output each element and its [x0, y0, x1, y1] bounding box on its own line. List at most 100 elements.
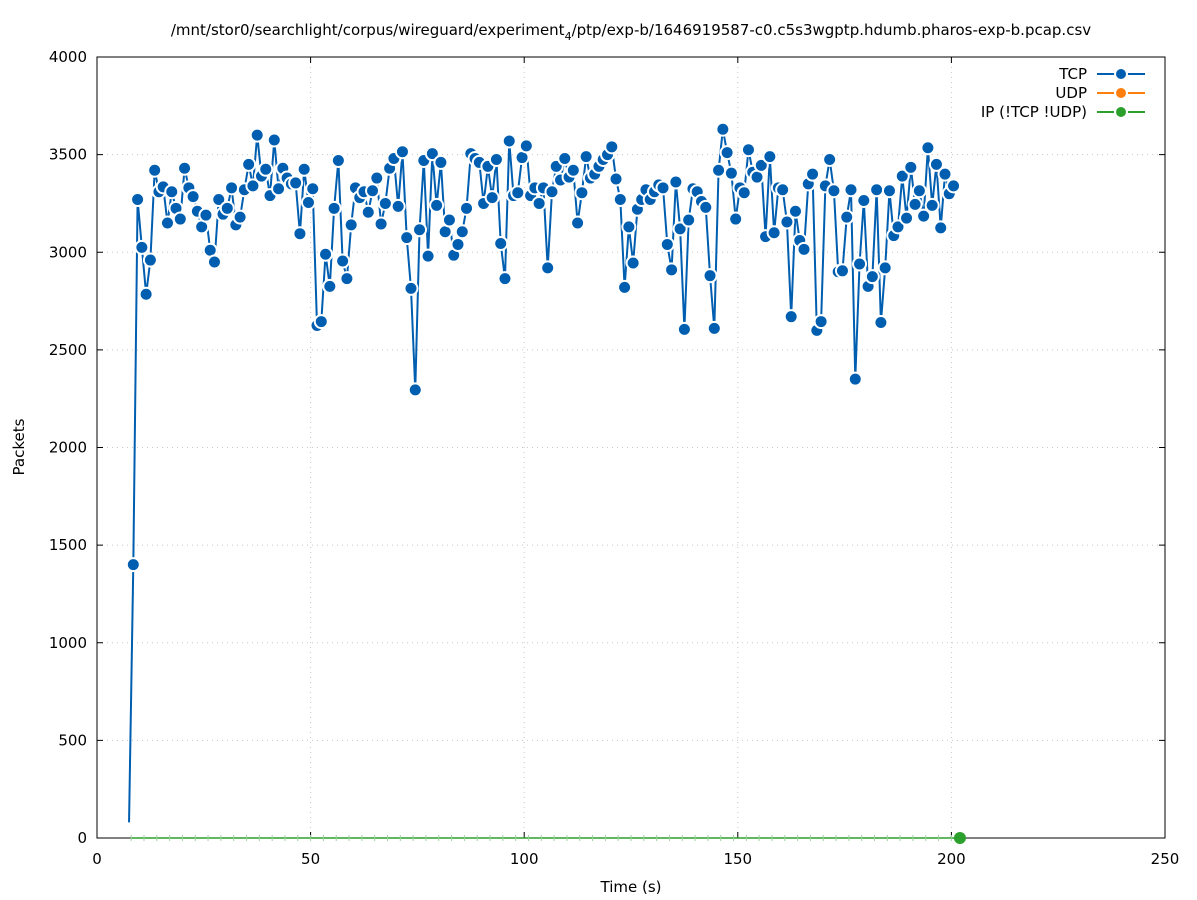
- tcp-data-point: [907, 196, 923, 212]
- tcp-data-point: [322, 278, 338, 294]
- tcp-data-point: [916, 208, 932, 224]
- tcp-data-point: [185, 189, 201, 205]
- tcp-data-point: [711, 162, 727, 178]
- tcp-data-point: [852, 256, 868, 272]
- tcp-data-point: [125, 557, 141, 573]
- tcp-data-point: [313, 314, 329, 330]
- tcp-data-point: [159, 215, 175, 231]
- tcp-data-point: [399, 230, 415, 246]
- tcp-data-point: [177, 160, 193, 176]
- tcp-data-point: [365, 183, 381, 199]
- tcp-data-point: [834, 263, 850, 279]
- tcp-data-point: [377, 195, 393, 211]
- tcp-data-point: [360, 204, 376, 220]
- y-tick-label: 2500: [49, 341, 87, 359]
- tcp-data-point: [928, 156, 944, 172]
- tcp-data-point: [783, 309, 799, 325]
- tcp-data-point: [911, 183, 927, 199]
- tcp-data-point: [881, 183, 897, 199]
- tcp-data-point: [723, 165, 739, 181]
- tcp-data-point: [946, 178, 962, 194]
- y-tick-label: 4000: [49, 48, 87, 66]
- tcp-data-point: [762, 149, 778, 165]
- tcp-data-point: [326, 200, 342, 216]
- tcp-data-point: [877, 260, 893, 276]
- tcp-data-point: [625, 255, 641, 271]
- tcp-data-point: [890, 219, 906, 235]
- ip-data-point: [953, 832, 966, 844]
- tcp-data-point: [813, 314, 829, 330]
- tcp-data-point: [574, 185, 590, 201]
- tcp-data-point: [612, 192, 628, 208]
- tcp-data-point: [655, 180, 671, 196]
- tcp-data-point: [424, 146, 440, 162]
- tcp-data-point: [134, 239, 150, 255]
- x-tick-label: 250: [1151, 850, 1180, 868]
- tcp-data-point: [766, 225, 782, 241]
- x-tick-label: 0: [92, 850, 102, 868]
- tcp-data-point: [484, 190, 500, 206]
- tcp-data-point: [454, 224, 470, 240]
- tcp-data-point: [198, 207, 214, 223]
- tcp-data-point: [805, 166, 821, 182]
- tcp-data-point: [497, 271, 513, 287]
- y-axis-label: Packets: [10, 418, 28, 475]
- y-tick-label: 1000: [49, 634, 87, 652]
- tcp-data-point: [211, 192, 227, 208]
- tcp-data-point: [869, 182, 885, 198]
- tcp-data-point: [488, 152, 504, 168]
- tcp-data-point: [420, 248, 436, 264]
- tcp-data-point: [300, 194, 316, 210]
- legend-marker: [1114, 67, 1128, 81]
- tcp-data-point: [266, 132, 282, 148]
- tcp-data-point: [441, 212, 457, 228]
- tcp-data-point: [369, 170, 385, 186]
- tcp-data-point: [676, 321, 692, 337]
- legend-item-udp: UDP: [1055, 84, 1145, 102]
- y-tick-label: 0: [77, 829, 87, 847]
- tcp-data-point: [305, 181, 321, 197]
- tcp-data-point: [621, 219, 637, 235]
- x-axis-label: Time (s): [600, 878, 662, 896]
- tcp-data-point: [664, 262, 680, 278]
- tcp-data-point: [394, 144, 410, 160]
- tcp-data-point: [241, 156, 257, 172]
- legend-item-ip: IP (!TCP !UDP): [981, 103, 1145, 121]
- legend-label: IP (!TCP !UDP): [981, 103, 1087, 121]
- tcp-data-point: [681, 212, 697, 228]
- legend-label: UDP: [1055, 84, 1087, 102]
- tcp-data-point: [719, 145, 735, 161]
- x-tick-label: 150: [723, 850, 752, 868]
- tcp-data-point: [510, 185, 526, 201]
- tcp-data-point: [740, 142, 756, 158]
- tcp-data-point: [698, 199, 714, 215]
- tcp-data-point: [937, 166, 953, 182]
- tcp-data-point: [826, 183, 842, 199]
- tcp-data-point: [933, 220, 949, 236]
- tcp-data-point: [557, 151, 573, 167]
- tcp-data-point: [450, 236, 466, 252]
- tcp-data-point: [578, 149, 594, 165]
- y-tick-label: 2000: [49, 439, 87, 457]
- tcp-data-point: [753, 157, 769, 173]
- tcp-data-point: [894, 168, 910, 184]
- legend-label: TCP: [1058, 65, 1087, 83]
- tcp-data-point: [843, 182, 859, 198]
- tcp-data-point: [736, 185, 752, 201]
- tcp-data-point: [715, 121, 731, 137]
- tcp-data-point: [839, 209, 855, 225]
- tcp-data-point: [822, 152, 838, 168]
- tcp-data-point: [920, 140, 936, 156]
- chart-title: /mnt/stor0/searchlight/corpus/wireguard/…: [171, 21, 1091, 43]
- tcp-data-point: [429, 197, 445, 213]
- tcp-data-point: [706, 320, 722, 336]
- tcp-data-point: [864, 269, 880, 285]
- tcp-data-point: [172, 211, 188, 227]
- x-tick-label: 50: [301, 850, 320, 868]
- tcp-data-point: [258, 161, 274, 177]
- tcp-data-point: [407, 382, 423, 398]
- tcp-data-point: [544, 184, 560, 200]
- tcp-data-point: [245, 178, 261, 194]
